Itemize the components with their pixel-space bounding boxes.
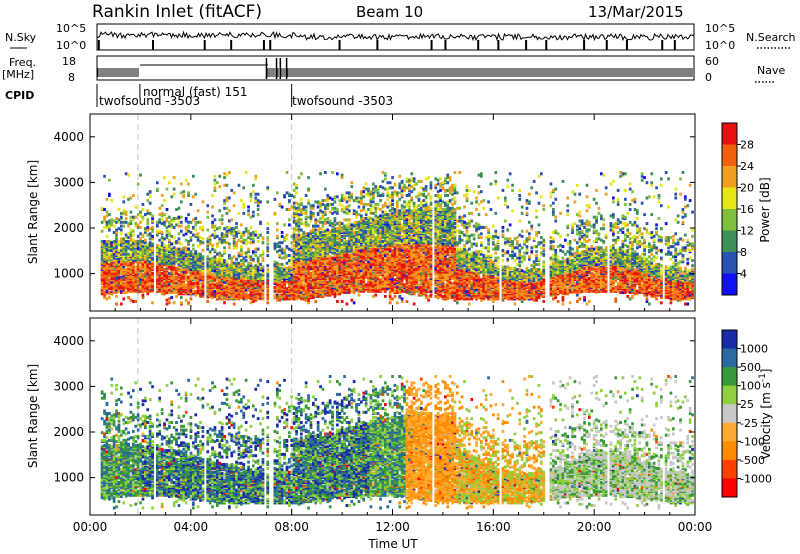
y-tick-label: 3000 [53,175,84,189]
velocity-colorbar-tick-label: -100 [740,435,765,448]
y-tick-label: 1000 [53,267,84,281]
colorbar-swatch [722,209,737,231]
power-colorbar-tick-label: 12 [740,225,754,238]
nave-label: Nave [757,64,785,77]
velocity-colorbar-label-text: Velocity [m s [759,382,773,459]
freq-unit-label: [MHz] [2,68,34,81]
nsky-tick-high: 10^5 [56,22,86,35]
colorbar-swatch [722,441,737,461]
velocity-colorbar-tick-label: -25 [740,417,758,430]
colorbar-swatch [722,166,737,188]
x-tick-label: 12:00 [375,520,410,534]
power-colorbar-tick-label: 8 [740,246,747,259]
power-colorbar-tick-label: 16 [740,203,754,216]
y-tick-label: 1000 [53,471,84,485]
nave-tick-high: 60 [705,55,719,68]
beam-title: Beam 10 [356,3,423,21]
date-title: 13/Mar/2015 [588,3,684,21]
velocity-colorbar-tick-label: 500 [740,361,761,374]
nsearch-tick-high: 10^5 [705,22,735,35]
velocity-colorbar-tick-label: -1000 [740,472,772,485]
cpid-segments [96,84,293,107]
power-panel: 1000 2000 3000 4000 Slant Range [km] [26,113,696,312]
nsky-trace [97,30,694,42]
x-tick-label: 04:00 [174,520,209,534]
freq-tick-low: 8 [68,71,75,84]
velocity-colorbar-tick-label: 25 [740,398,754,411]
cpid-segment-3: twofsound -3503 [292,94,393,108]
power-heatmap [100,114,694,311]
colorbar-swatch [722,478,737,498]
cpid-label: CPID [5,89,34,102]
x-tick-label: 00:00 [678,520,713,534]
power-colorbar-label: Power [dB] [758,177,772,242]
nsky-line [97,30,694,42]
x-tick-label: 16:00 [476,520,511,534]
power-colorbar-tick-label: 28 [740,139,754,152]
colorbar-swatch [722,144,737,167]
power-colorbar-tick-label: 4 [740,268,747,281]
freq-label: Freq. [9,56,36,69]
y-tick-label: 4000 [53,130,84,144]
station-title: Rankin Inlet (fitACF) [92,2,262,22]
nsearch-label: N.Search [746,31,796,44]
velocity-heatmap [100,318,694,515]
colorbar-swatch [722,459,737,479]
freq-panel [96,55,695,81]
colorbar-swatch [722,230,737,253]
nsky-gaps [97,40,676,50]
freq-tick-high: 18 [62,55,76,68]
power-colorbar-tick-label: 24 [740,160,754,173]
x-tick-label: 00:00 [73,520,108,534]
colorbar-swatch [722,422,737,442]
power-colorbar: 4 8 12 16 20 24 28 [721,122,754,296]
velocity-colorbar: 1000 500 100 25 -25 -100 -500 -1000 [721,329,772,498]
power-x-axis [89,114,696,311]
x-tick-label: 08:00 [274,520,309,534]
velocity-ylabel: Slant Range [km] [26,364,40,468]
velocity-x-axis: 00:00 04:00 08:00 12:00 16:00 20:00 00:00 [73,318,713,534]
velocity-xlabel: Time UT [367,537,418,551]
velocity-colorbar-label: Velocity [m s-1] [758,369,773,460]
power-colorbar-tick-label: 20 [740,182,754,195]
velocity-panel: 1000 2000 3000 4000 00:00 04:00 08:00 12:00 16:… [26,317,713,551]
colorbar-swatch [722,187,737,210]
velocity-colorbar-tick-label: -500 [740,454,765,467]
colorbar-swatch [722,330,737,350]
colorbar-swatch [722,273,737,296]
nsearch-tick-low: 10^0 [705,39,735,52]
cpid-segment-2: normal (fast) 151 [143,85,247,99]
power-y-axis: 1000 2000 3000 4000 [53,130,695,281]
colorbar-swatch [722,385,737,405]
nsky-tick-low: 10^0 [56,39,86,52]
colorbar-swatch [722,123,737,145]
y-tick-label: 2000 [53,425,84,439]
colorbar-swatch [722,367,737,387]
velocity-colorbar-tick-label: 100 [740,380,761,393]
y-tick-label: 3000 [53,379,84,393]
colorbar-swatch [722,348,737,368]
velocity-colorbar-tick-label: 1000 [740,343,768,356]
cpid-segment-1: twofsound -3503 [99,94,200,108]
nave-tick-low: 0 [705,71,712,84]
x-tick-label: 20:00 [577,520,612,534]
colorbar-swatch [722,252,737,274]
power-ylabel: Slant Range [km] [26,160,40,264]
colorbar-frame [721,329,738,498]
y-tick-label: 2000 [53,221,84,235]
nsky-label: N.Sky [5,31,37,44]
freq-trace [97,58,693,79]
velocity-y-axis: 1000 2000 3000 4000 [53,334,695,485]
colorbar-swatch [722,404,737,424]
nsky-panel [96,23,695,51]
y-tick-label: 4000 [53,334,84,348]
